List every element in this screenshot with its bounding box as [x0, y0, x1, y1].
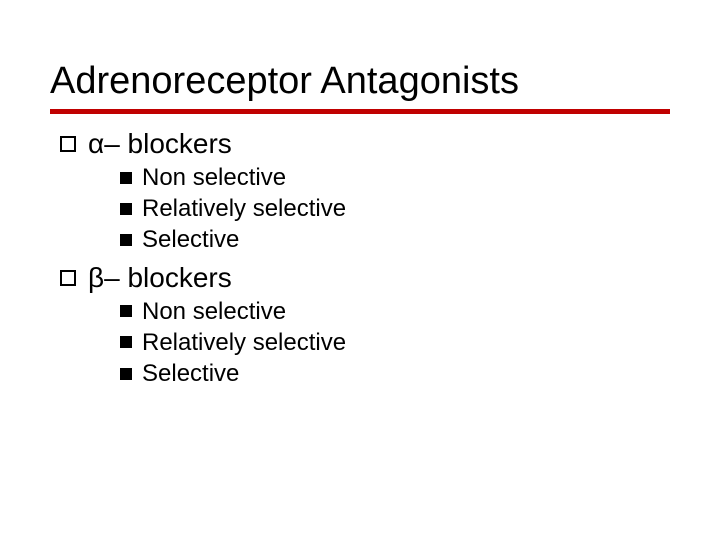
hollow-square-bullet-icon	[60, 136, 76, 152]
hollow-square-bullet-icon	[60, 270, 76, 286]
slide-title: Adrenoreceptor Antagonists	[50, 60, 670, 103]
solid-square-bullet-icon	[120, 172, 132, 184]
level2-item: Non selective	[120, 162, 670, 193]
solid-square-bullet-icon	[120, 203, 132, 215]
solid-square-bullet-icon	[120, 234, 132, 246]
outline-level1: α– blockers Non selective Relatively sel…	[60, 128, 670, 389]
level2-item: Selective	[120, 224, 670, 255]
level2-item: Relatively selective	[120, 193, 670, 224]
solid-square-bullet-icon	[120, 368, 132, 380]
level2-label: Relatively selective	[142, 193, 346, 224]
level1-item-alpha: α– blockers	[60, 128, 670, 160]
title-underline-rule	[50, 109, 670, 114]
level2-label: Relatively selective	[142, 327, 346, 358]
solid-square-bullet-icon	[120, 336, 132, 348]
level1-label: α– blockers	[88, 128, 232, 160]
level2-label: Selective	[142, 358, 239, 389]
level2-item: Selective	[120, 358, 670, 389]
level1-label: β– blockers	[88, 262, 232, 294]
level2-group-beta: Non selective Relatively selective Selec…	[120, 296, 670, 390]
level2-item: Relatively selective	[120, 327, 670, 358]
level2-item: Non selective	[120, 296, 670, 327]
level2-label: Non selective	[142, 296, 286, 327]
solid-square-bullet-icon	[120, 305, 132, 317]
level2-group-alpha: Non selective Relatively selective Selec…	[120, 162, 670, 256]
level1-item-beta: β– blockers	[60, 262, 670, 294]
level2-label: Selective	[142, 224, 239, 255]
level2-label: Non selective	[142, 162, 286, 193]
